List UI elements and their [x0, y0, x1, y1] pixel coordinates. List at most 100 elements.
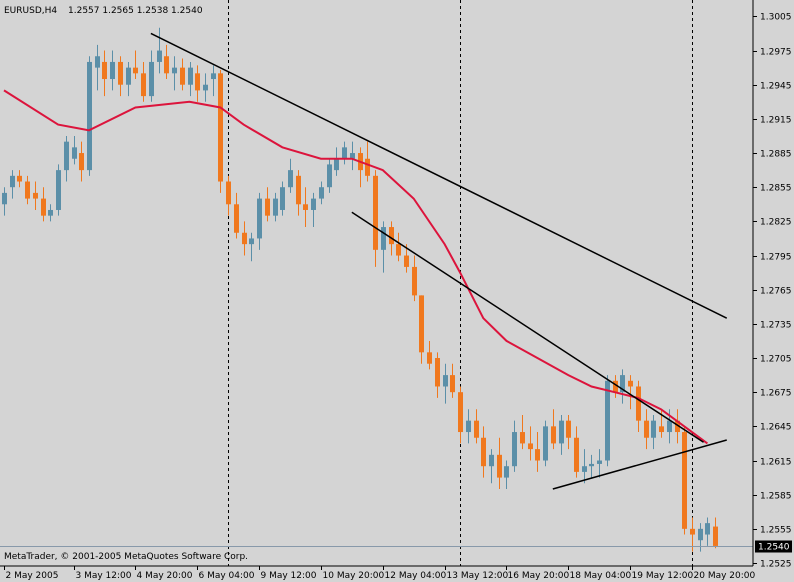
candle-body: [133, 67, 138, 74]
candle-body: [203, 84, 208, 91]
candle: [373, 170, 378, 267]
candle-body: [303, 204, 308, 210]
candle-body: [543, 426, 548, 461]
candle: [458, 386, 463, 444]
candle: [675, 409, 680, 444]
candle: [489, 449, 494, 484]
candle-body: [126, 67, 131, 85]
candle-body: [450, 375, 455, 393]
candle-body: [690, 528, 695, 535]
candle: [327, 158, 332, 193]
time-tick-label: 4 May 20:00: [137, 571, 193, 581]
candle-body: [597, 460, 602, 464]
candle: [10, 170, 15, 199]
time-axis[interactable]: 2 May 2005 3 May 12:00 4 May 20:00 6 May 04…: [4, 566, 756, 581]
candle: [605, 375, 610, 467]
price-tick-label: 1.2885: [760, 150, 792, 160]
candle: [334, 147, 339, 176]
candle: [79, 141, 84, 182]
candle: [25, 175, 30, 205]
price-tick-label: 1.2855: [760, 184, 792, 194]
candle-body: [265, 198, 270, 216]
candle-body: [79, 153, 84, 171]
candle-body: [512, 432, 517, 467]
candle-body: [659, 426, 664, 433]
candle-body: [211, 73, 216, 80]
price-tick-label: 1.2795: [760, 253, 792, 263]
candles: [2, 27, 718, 552]
candle-body: [149, 61, 154, 97]
candle-body: [698, 528, 703, 541]
candle-body: [257, 198, 262, 239]
candle-body: [48, 209, 53, 216]
candle: [419, 295, 424, 364]
candle: [644, 409, 649, 450]
candle: [141, 61, 146, 102]
candle-body: [141, 73, 146, 97]
candle: [157, 27, 162, 74]
candle: [620, 369, 625, 404]
candle: [613, 375, 618, 398]
candle-body: [574, 437, 579, 472]
candle: [589, 454, 594, 478]
candle: [466, 409, 471, 444]
candle-body: [535, 449, 540, 461]
candle: [95, 44, 100, 91]
candle: [566, 414, 571, 450]
candle: [636, 380, 641, 433]
price-axis[interactable]: 1.3005 1.2975 1.2945 1.2915 1.2885 1.2855 1.28…: [753, 13, 792, 570]
trendline[interactable]: [150, 32, 728, 319]
price-tick-label: 1.2585: [760, 492, 792, 502]
trendline[interactable]: [552, 439, 727, 490]
candle: [226, 175, 231, 216]
price-tick-label: 1.2825: [760, 218, 792, 228]
candle-body: [427, 352, 432, 364]
candle: [381, 221, 386, 273]
price-tick-label: 1.2675: [760, 389, 792, 399]
candle: [396, 232, 401, 262]
copyright-label: MetaTrader, © 2001-2005 MetaQuotes Softw…: [4, 552, 248, 562]
candle: [188, 61, 193, 97]
candle-body: [72, 147, 77, 159]
candle-body: [682, 432, 687, 529]
candle-body: [118, 61, 123, 85]
candle: [628, 375, 633, 410]
candle: [551, 409, 556, 450]
candle-body: [95, 56, 100, 68]
candle: [481, 426, 486, 478]
candle: [497, 437, 502, 489]
candle: [504, 460, 509, 489]
candle-body: [64, 141, 69, 171]
candle: [435, 352, 440, 398]
candle-body: [443, 375, 448, 387]
time-tick-label: 12 May 04:00: [385, 571, 447, 581]
candle: [582, 449, 587, 484]
price-tick-label: 1.2645: [760, 423, 792, 433]
candle-body: [234, 204, 239, 233]
candle: [102, 50, 107, 97]
candle-body: [620, 375, 625, 393]
current-price-label: 1.2540: [758, 543, 790, 553]
candle: [17, 170, 22, 188]
candle: [72, 135, 77, 165]
trendline[interactable]: [351, 211, 704, 443]
candle: [242, 221, 247, 256]
candle-body: [342, 147, 347, 159]
candle: [350, 141, 355, 171]
price-tick-label: 1.2705: [760, 355, 792, 365]
candle: [249, 232, 254, 262]
candle: [126, 61, 131, 97]
candle-body: [319, 187, 324, 199]
candle: [133, 50, 138, 80]
candle: [288, 158, 293, 193]
candle-body: [458, 392, 463, 433]
trendlines[interactable]: [150, 32, 728, 490]
candle-body: [644, 420, 649, 438]
current-price-badge: [755, 540, 792, 553]
candle-body: [381, 227, 386, 250]
candle-body: [497, 454, 502, 478]
candle-body: [33, 192, 38, 199]
candle-body: [195, 73, 200, 91]
